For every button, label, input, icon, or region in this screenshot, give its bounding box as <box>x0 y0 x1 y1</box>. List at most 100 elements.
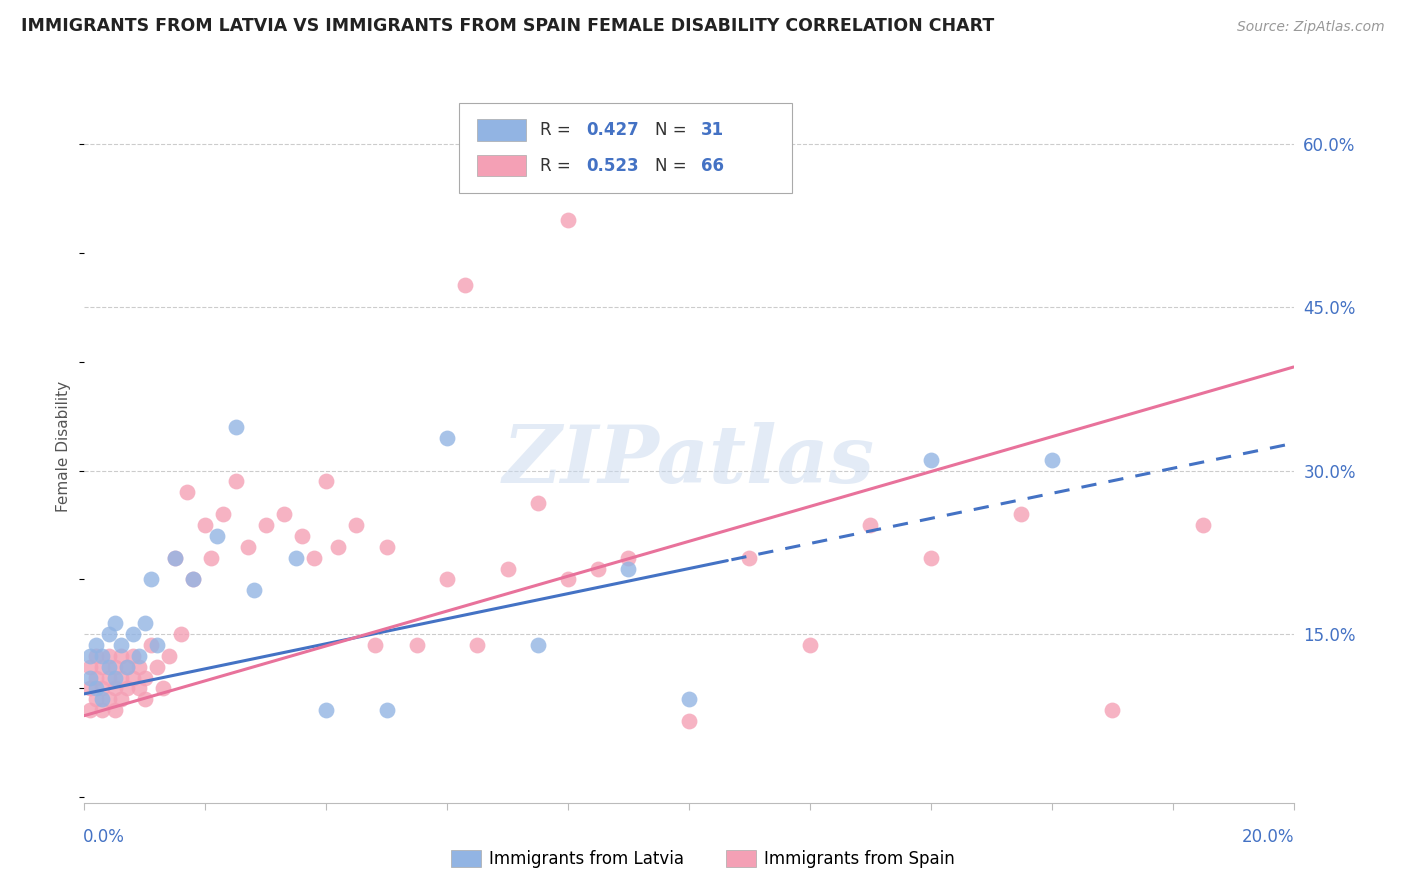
Point <box>375 540 398 554</box>
Point <box>617 550 640 565</box>
Point <box>588 561 610 575</box>
Point <box>115 659 138 673</box>
Text: N =: N = <box>655 121 692 139</box>
Point <box>181 573 204 587</box>
Point <box>273 507 295 521</box>
Point <box>1101 703 1123 717</box>
Point <box>104 681 127 696</box>
Point <box>134 615 156 630</box>
Point <box>91 681 114 696</box>
Text: 20.0%: 20.0% <box>1243 828 1295 846</box>
Point <box>134 692 156 706</box>
Point <box>115 681 138 696</box>
Point <box>97 671 120 685</box>
Point <box>242 583 264 598</box>
Point <box>104 659 127 673</box>
Point <box>176 485 198 500</box>
Point <box>375 703 398 717</box>
Point <box>157 648 180 663</box>
Text: R =: R = <box>540 121 576 139</box>
Text: IMMIGRANTS FROM LATVIA VS IMMIGRANTS FROM SPAIN FEMALE DISABILITY CORRELATION CH: IMMIGRANTS FROM LATVIA VS IMMIGRANTS FRO… <box>21 17 994 35</box>
Point <box>200 550 222 565</box>
Point <box>115 659 138 673</box>
Point <box>285 550 308 565</box>
Point <box>91 703 114 717</box>
Point <box>236 540 259 554</box>
Point <box>152 681 174 696</box>
Point <box>467 638 489 652</box>
Point <box>436 573 458 587</box>
Point <box>170 627 193 641</box>
Point <box>91 692 114 706</box>
Point <box>97 627 120 641</box>
Point <box>104 615 127 630</box>
Point <box>104 703 127 717</box>
Point <box>328 540 350 554</box>
Point <box>104 671 127 685</box>
Point <box>91 659 114 673</box>
Point <box>110 648 132 663</box>
Point <box>110 638 132 652</box>
Point <box>920 550 942 565</box>
Point <box>496 561 519 575</box>
Point <box>1011 507 1033 521</box>
Point <box>146 659 169 673</box>
Text: 0.0%: 0.0% <box>83 828 125 846</box>
Point <box>436 431 458 445</box>
Point <box>110 671 132 685</box>
Point <box>79 648 101 663</box>
Point <box>617 561 640 575</box>
Point <box>86 648 108 663</box>
Point <box>79 671 101 685</box>
Point <box>121 627 143 641</box>
Point <box>121 671 143 685</box>
Point <box>79 659 101 673</box>
Point <box>121 648 143 663</box>
Point <box>86 692 108 706</box>
FancyBboxPatch shape <box>460 103 792 193</box>
Point <box>139 638 162 652</box>
Text: N =: N = <box>655 157 692 175</box>
Point <box>678 692 700 706</box>
Point <box>225 420 247 434</box>
Point <box>527 638 550 652</box>
Point <box>920 452 942 467</box>
Point <box>346 518 368 533</box>
Point <box>91 648 114 663</box>
Point <box>86 681 108 696</box>
Point <box>86 638 108 652</box>
Point <box>527 496 550 510</box>
Point <box>86 671 108 685</box>
Point <box>225 475 247 489</box>
Point <box>97 692 120 706</box>
Text: 66: 66 <box>702 157 724 175</box>
Text: 0.427: 0.427 <box>586 121 638 139</box>
Text: 31: 31 <box>702 121 724 139</box>
Point <box>194 518 217 533</box>
Point <box>1192 518 1215 533</box>
Point <box>97 659 120 673</box>
Point <box>146 638 169 652</box>
Point <box>139 573 162 587</box>
Point <box>207 529 229 543</box>
Point <box>165 550 187 565</box>
Point <box>79 681 101 696</box>
Point <box>363 638 385 652</box>
Point <box>799 638 821 652</box>
Text: ZIPatlas: ZIPatlas <box>503 422 875 499</box>
Point <box>134 671 156 685</box>
Point <box>315 703 337 717</box>
FancyBboxPatch shape <box>478 120 526 141</box>
Point <box>738 550 761 565</box>
Point <box>97 648 120 663</box>
Point <box>859 518 882 533</box>
Point <box>165 550 187 565</box>
Point <box>79 703 101 717</box>
Legend: Immigrants from Latvia, Immigrants from Spain: Immigrants from Latvia, Immigrants from … <box>444 843 962 875</box>
Point <box>128 648 150 663</box>
Point <box>678 714 700 728</box>
Point <box>557 573 579 587</box>
Text: Source: ZipAtlas.com: Source: ZipAtlas.com <box>1237 21 1385 34</box>
FancyBboxPatch shape <box>478 155 526 177</box>
Point <box>315 475 337 489</box>
